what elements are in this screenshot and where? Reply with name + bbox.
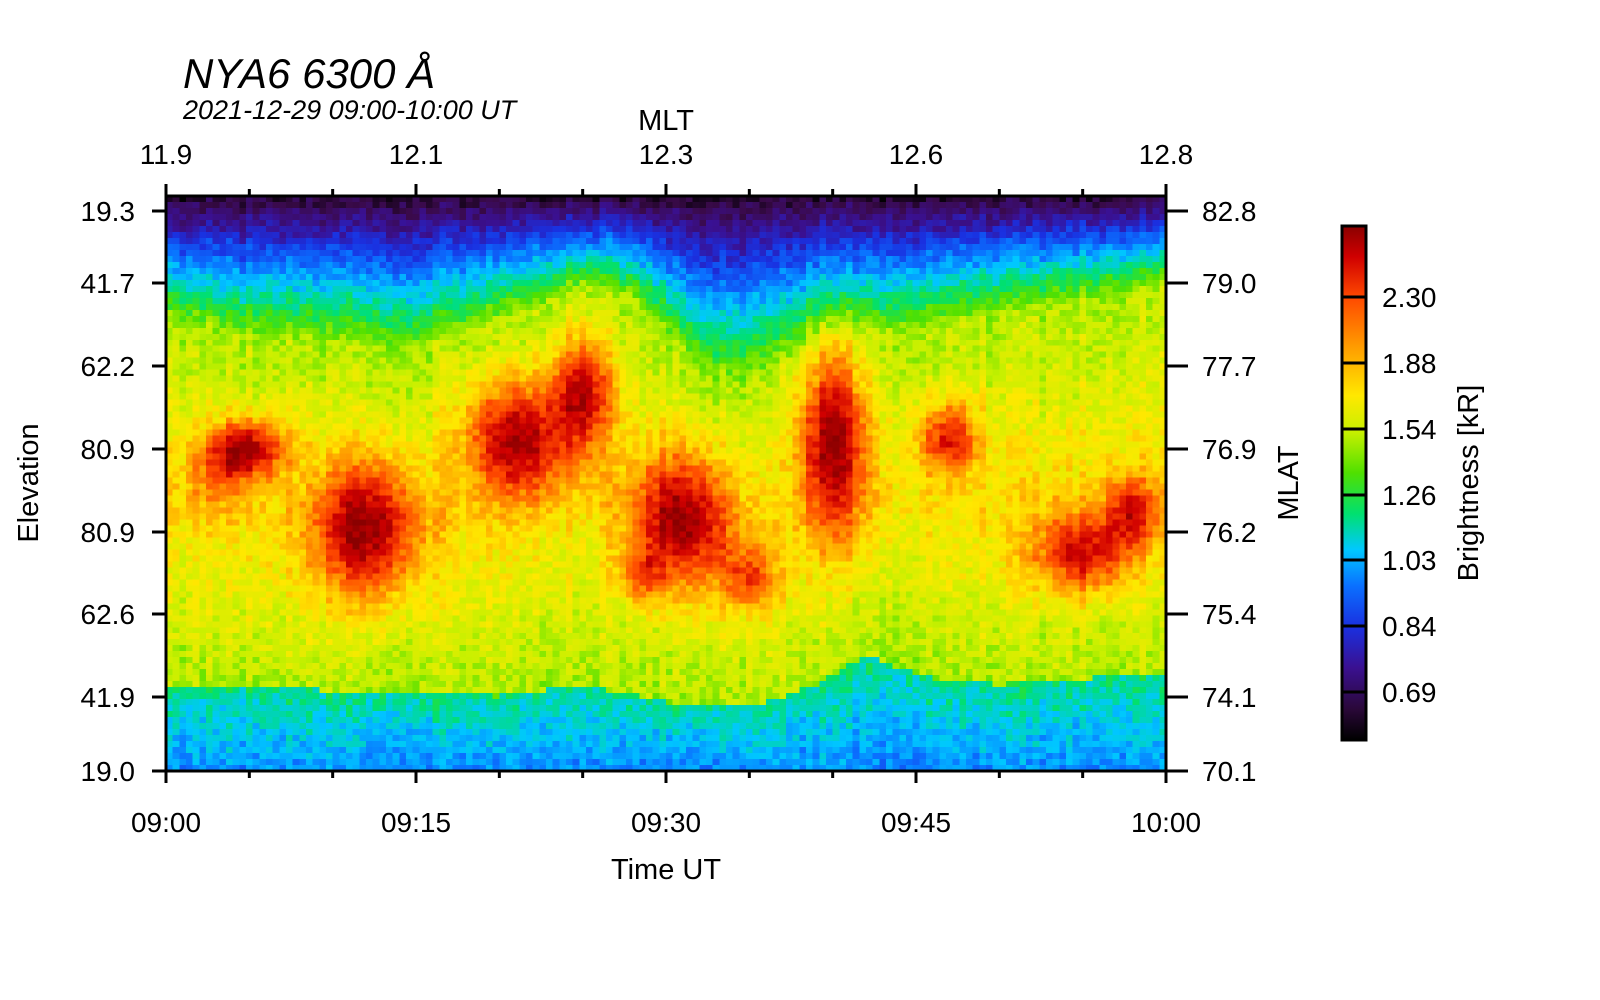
right-tick-label: 82.8 (1202, 196, 1257, 227)
colorbar-tick-label: 1.03 (1382, 545, 1437, 576)
colorbar-tick-label: 1.88 (1382, 348, 1437, 379)
y-axis-label: Elevation (13, 423, 45, 542)
right-tick-label: 76.9 (1202, 434, 1257, 465)
figure-subtitle: 2021-12-29 09:00-10:00 UT (182, 95, 519, 125)
keogram-heatmap (166, 196, 1166, 771)
x-tick-label: 09:00 (131, 807, 201, 838)
top-tick-label: 11.9 (140, 139, 192, 170)
right-tick-label: 79.0 (1202, 268, 1257, 299)
colorbar-tick-label: 1.54 (1382, 414, 1437, 445)
right-tick-label: 75.4 (1202, 599, 1257, 630)
right-tick-label: 70.1 (1202, 756, 1257, 787)
right-tick-label: 77.7 (1202, 351, 1257, 382)
x-tick-label: 10:00 (1131, 807, 1201, 838)
top-tick-label: 12.1 (389, 139, 444, 170)
x-axis-label: Time UT (611, 854, 721, 886)
y-tick-label: 19.3 (81, 196, 136, 227)
right-tick-label: 74.1 (1202, 682, 1257, 713)
colorbar-label: Brightness [kR] (1453, 385, 1485, 582)
y-tick-label: 62.6 (81, 599, 136, 630)
right-axis-label: MLAT (1273, 445, 1305, 520)
colorbar-tick-label: 1.26 (1382, 480, 1437, 511)
y-tick-label: 80.9 (81, 517, 136, 548)
x-tick-label: 09:45 (881, 807, 951, 838)
top-tick-label: 12.6 (889, 139, 944, 170)
colorbar-tick-label: 0.84 (1382, 611, 1437, 642)
y-tick-label: 19.0 (81, 756, 136, 787)
x-tick-label: 09:15 (381, 807, 451, 838)
colorbar-tick-label: 0.69 (1382, 677, 1437, 708)
top-tick-label: 12.3 (639, 139, 694, 170)
x-tick-label: 09:30 (631, 807, 701, 838)
right-tick-label: 76.2 (1202, 517, 1257, 548)
colorbar-tick-label: 2.30 (1382, 282, 1437, 313)
top-axis-label: MLT (638, 105, 694, 137)
top-tick-label: 12.8 (1139, 139, 1194, 170)
y-tick-label: 41.7 (81, 268, 136, 299)
colorbar (1340, 224, 1368, 742)
keogram-image (166, 196, 1166, 771)
figure-title: NYA6 6300 Å (183, 50, 435, 97)
y-tick-label: 62.2 (81, 351, 136, 382)
y-tick-label: 80.9 (81, 434, 136, 465)
y-tick-label: 41.9 (81, 682, 136, 713)
